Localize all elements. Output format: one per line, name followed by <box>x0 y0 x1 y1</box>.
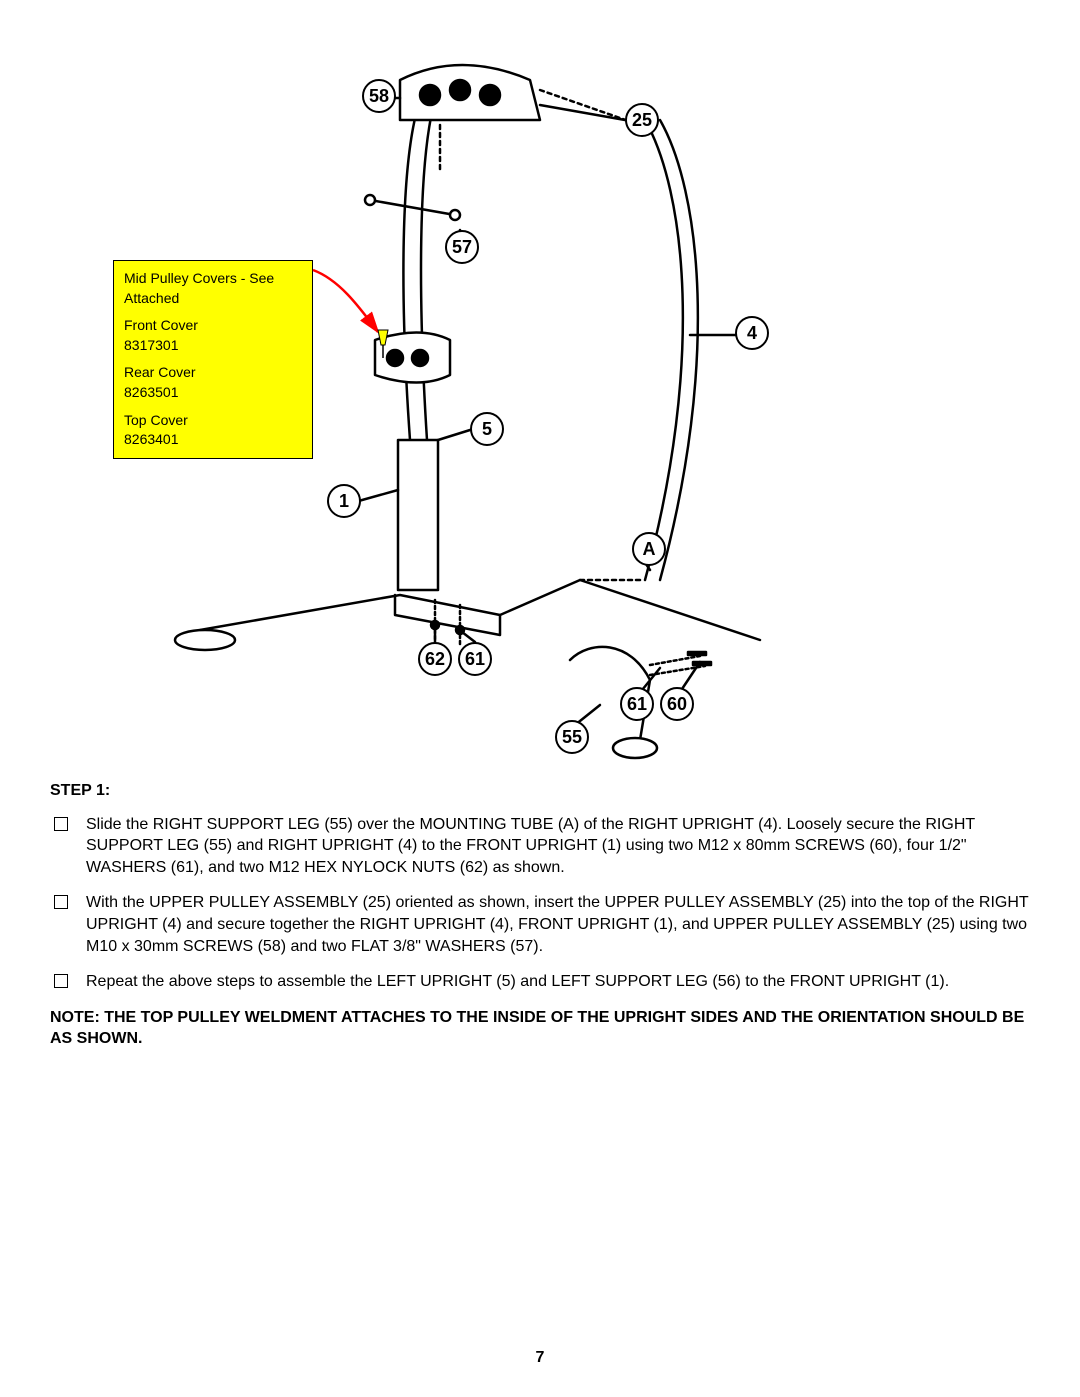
step-checklist: Slide the RIGHT SUPPORT LEG (55) over th… <box>50 814 1030 993</box>
assembly-diagram: Mid Pulley Covers - See Attached Front C… <box>0 40 1080 780</box>
step-note: NOTE: THE TOP PULLEY WELDMENT ATTACHES T… <box>50 1007 1030 1050</box>
page: Mid Pulley Covers - See Attached Front C… <box>0 0 1080 1397</box>
page-number: 7 <box>0 1349 1080 1367</box>
callout-1: 1 <box>327 484 361 518</box>
annotation-arrow <box>0 40 1080 780</box>
callout-61: 61 <box>458 642 492 676</box>
callout-5: 5 <box>470 412 504 446</box>
callout-25: 25 <box>625 103 659 137</box>
callout-62: 62 <box>418 642 452 676</box>
callout-57: 57 <box>445 230 479 264</box>
callout-4: 4 <box>735 316 769 350</box>
callout-A: A <box>632 532 666 566</box>
step-item: Repeat the above steps to assemble the L… <box>50 971 1030 993</box>
callout-60: 60 <box>660 687 694 721</box>
step-item: Slide the RIGHT SUPPORT LEG (55) over th… <box>50 814 1030 879</box>
callout-61b: 61 <box>620 687 654 721</box>
step-item: With the UPPER PULLEY ASSEMBLY (25) orie… <box>50 892 1030 957</box>
step-title: STEP 1: <box>50 780 1030 802</box>
callout-55: 55 <box>555 720 589 754</box>
callout-58: 58 <box>362 79 396 113</box>
instructions-block: STEP 1: Slide the RIGHT SUPPORT LEG (55)… <box>50 780 1030 1050</box>
